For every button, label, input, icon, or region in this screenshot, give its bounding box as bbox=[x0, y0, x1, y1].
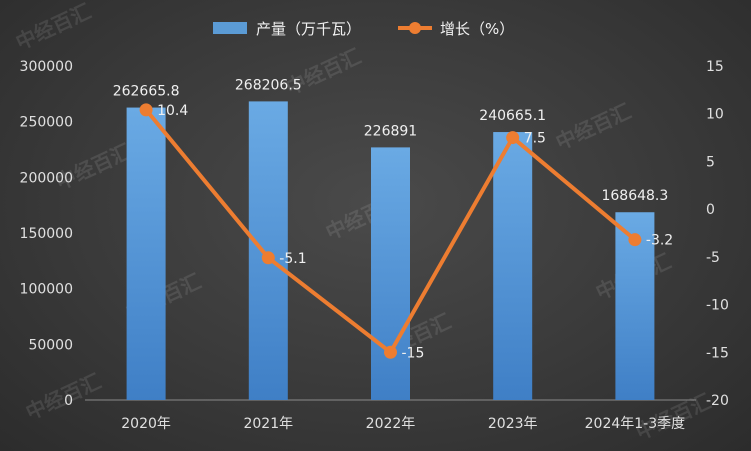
right-axis-tick-label: 10 bbox=[706, 107, 724, 123]
line-data-label: 10.4 bbox=[157, 103, 188, 119]
bar-data-label: 240665.1 bbox=[479, 108, 546, 124]
watermark-layer: 中经百汇中经百汇中经百汇中经百汇中经百汇中经百汇中经百汇中经百汇中经百汇中经百汇 bbox=[12, 0, 715, 445]
line-point bbox=[139, 103, 153, 117]
legend-label-line: 增长（%） bbox=[440, 20, 514, 38]
legend-swatch-marker bbox=[409, 22, 421, 34]
bar-data-label: 226891 bbox=[364, 123, 417, 139]
legend: 产量（万千瓦） 增长（%） bbox=[213, 20, 514, 38]
line-point bbox=[506, 131, 520, 145]
legend-label-bar: 产量（万千瓦） bbox=[256, 20, 361, 38]
x-axis-tick-label: 2021年 bbox=[243, 416, 293, 432]
right-axis-tick-label: -10 bbox=[706, 298, 729, 314]
line-series: 10.4 -5.1 -15 7.5 -3.2 bbox=[139, 103, 673, 361]
bar bbox=[371, 147, 410, 400]
x-axis-tick-label: 2020年 bbox=[121, 416, 171, 432]
x-axis-tick-label: 2022年 bbox=[366, 416, 416, 432]
bar-series: 262665.8 268206.5 226891 240665.1 168648.3 bbox=[113, 77, 668, 401]
bar-data-label: 168648.3 bbox=[601, 188, 668, 204]
left-axis-tick-label: 50000 bbox=[28, 337, 73, 353]
left-axis: 0 50000 100000 150000 200000 250000 300000 bbox=[20, 59, 73, 409]
right-axis-tick-label: -15 bbox=[706, 345, 729, 361]
x-axis: 2020年 2021年 2022年 2023年 2024年1-3季度 bbox=[121, 416, 685, 432]
bar bbox=[248, 101, 288, 401]
line-point bbox=[261, 251, 275, 265]
left-axis-tick-label: 100000 bbox=[20, 282, 73, 298]
bar bbox=[493, 132, 533, 401]
watermark-text: 中经百汇 bbox=[552, 99, 635, 155]
bar-data-label: 268206.5 bbox=[235, 77, 302, 93]
left-axis-tick-label: 250000 bbox=[20, 115, 73, 131]
bar-data-label: 262665.8 bbox=[113, 84, 180, 100]
line-point bbox=[628, 233, 642, 247]
x-axis-tick-label: 2024年1-3季度 bbox=[585, 416, 686, 432]
legend-swatch-bar bbox=[213, 22, 247, 34]
right-axis-tick-label: -5 bbox=[706, 250, 720, 266]
bar bbox=[126, 107, 166, 401]
line-data-label: -3.2 bbox=[646, 233, 673, 249]
line-data-label: -5.1 bbox=[279, 251, 306, 267]
x-axis-tick-label: 2023年 bbox=[488, 416, 538, 432]
right-axis-tick-label: 0 bbox=[706, 202, 715, 218]
right-axis: -20 -15 -10 -5 0 5 10 15 bbox=[706, 59, 729, 409]
right-axis-tick-label: -20 bbox=[706, 393, 729, 409]
left-axis-tick-label: 150000 bbox=[20, 226, 73, 242]
right-axis-tick-label: 15 bbox=[706, 59, 724, 75]
left-axis-tick-label: 300000 bbox=[20, 59, 73, 75]
line-data-label: 7.5 bbox=[524, 131, 546, 147]
watermark-text: 中经百汇 bbox=[12, 0, 95, 55]
line-data-label: -15 bbox=[402, 345, 425, 361]
left-axis-tick-label: 0 bbox=[64, 393, 73, 409]
left-axis-tick-label: 200000 bbox=[20, 170, 73, 186]
line-point bbox=[384, 345, 397, 359]
right-axis-tick-label: 5 bbox=[706, 154, 715, 170]
